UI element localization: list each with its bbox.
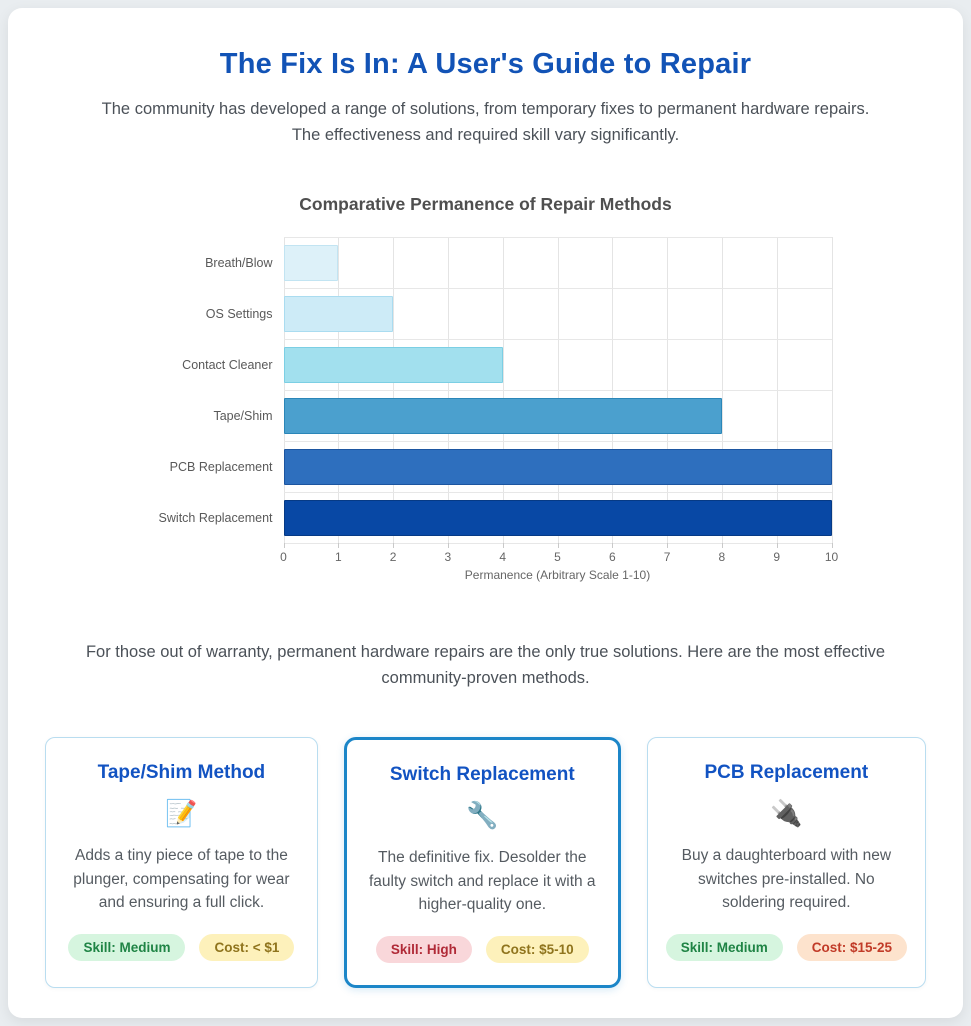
content-card: The Fix Is In: A User's Guide to Repair … bbox=[8, 8, 963, 1018]
gridline-horizontal bbox=[283, 390, 832, 392]
chart-plot-area bbox=[283, 237, 833, 545]
x-tick-label: 3 bbox=[444, 550, 452, 565]
skill-badge: Skill: Medium bbox=[665, 934, 783, 961]
x-tick-mark bbox=[776, 543, 778, 549]
plug-icon: 🔌 bbox=[770, 798, 803, 829]
x-tick-mark bbox=[667, 543, 669, 549]
x-tick-mark bbox=[338, 543, 340, 549]
chart-bar[interactable] bbox=[283, 244, 339, 281]
x-tick-mark bbox=[612, 543, 614, 549]
x-tick-label: 10 bbox=[824, 550, 839, 565]
card-badges: Skill: Medium Cost: < $1 bbox=[64, 934, 299, 961]
gridline-horizontal bbox=[283, 288, 832, 290]
bar-chart: Comparative Permanence of Repair Methods… bbox=[140, 194, 839, 583]
x-tick-mark bbox=[721, 543, 723, 549]
chart-category-labels: Breath/Blow OS Settings Contact Cleaner Tap… bbox=[140, 237, 284, 543]
card-description: Buy a daughterboard with new switches pr… bbox=[681, 847, 892, 911]
x-tick-mark bbox=[502, 543, 504, 549]
x-tick-mark bbox=[447, 543, 449, 549]
x-tick-label: 5 bbox=[554, 550, 561, 565]
repair-card-switch-replacement: Switch Replacement 🔧 The definitive fix.… bbox=[343, 737, 621, 988]
chart-category-label: Contact Cleaner bbox=[182, 357, 273, 372]
repair-card-tape-shim: Tape/Shim Method 📝 Adds a tiny piece of … bbox=[45, 737, 318, 988]
x-tick-label: 1 bbox=[334, 550, 342, 565]
x-tick-label: 7 bbox=[663, 550, 671, 565]
intro-text: The community has developed a range of s… bbox=[101, 100, 870, 144]
x-tick-mark bbox=[557, 543, 559, 549]
x-tick-mark bbox=[831, 543, 833, 549]
chart-bar[interactable] bbox=[283, 295, 394, 332]
x-tick-label: 4 bbox=[499, 550, 507, 565]
x-tick-mark bbox=[283, 543, 285, 549]
cost-badge: Cost: $15-25 bbox=[796, 934, 907, 961]
chart-category-label: Breath/Blow bbox=[205, 255, 273, 270]
skill-badge: Skill: Medium bbox=[68, 934, 186, 961]
chart-bar[interactable] bbox=[283, 397, 722, 434]
x-axis-title: Permanence (Arbitrary Scale 1-10) bbox=[464, 568, 651, 583]
card-description: Adds a tiny piece of tape to the plunger… bbox=[73, 847, 290, 911]
x-tick-label: 8 bbox=[718, 550, 726, 565]
card-title: Switch Replacement bbox=[389, 764, 575, 786]
x-tick-label: 9 bbox=[773, 550, 781, 565]
gridline-horizontal bbox=[283, 237, 832, 239]
x-tick-mark bbox=[393, 543, 395, 549]
gridline-vertical bbox=[831, 237, 833, 544]
chart-bar[interactable] bbox=[283, 346, 503, 383]
repair-card-pcb-replacement: PCB Replacement 🔌 Buy a daughterboard wi… bbox=[646, 737, 926, 988]
card-title: Tape/Shim Method bbox=[97, 762, 266, 784]
card-description: The definitive fix. Desolder the faulty … bbox=[368, 849, 596, 913]
chart-category-label: PCB Replacement bbox=[169, 459, 273, 474]
card-title: PCB Replacement bbox=[704, 762, 869, 784]
repair-methods-cards: Tape/Shim Method 📝 Adds a tiny piece of … bbox=[45, 737, 926, 988]
chart-category-label: Tape/Shim bbox=[213, 408, 273, 423]
chart-bar[interactable] bbox=[283, 499, 832, 536]
x-tick-label: 2 bbox=[389, 550, 397, 565]
gridline-horizontal bbox=[283, 492, 832, 494]
card-badges: Skill: High Cost: $5-10 bbox=[365, 936, 600, 963]
cost-badge: Cost: < $1 bbox=[199, 934, 295, 961]
x-tick-label: 0 bbox=[280, 550, 287, 565]
card-badges: Skill: Medium Cost: $15-25 bbox=[665, 934, 907, 961]
x-tick-label: 6 bbox=[608, 550, 616, 565]
mid-text: For those out of warranty, permanent har… bbox=[85, 643, 886, 687]
wrench-icon: 🔧 bbox=[466, 800, 499, 831]
memo-icon: 📝 bbox=[165, 798, 198, 829]
skill-badge: Skill: High bbox=[375, 936, 472, 963]
chart-title: Comparative Permanence of Repair Methods bbox=[299, 194, 672, 215]
chart-category-label: OS Settings bbox=[205, 306, 273, 321]
gridline-horizontal bbox=[283, 441, 832, 443]
x-axis-ticks: 0 1 2 3 4 5 6 7 8 9 10 bbox=[280, 543, 838, 565]
chart-bar[interactable] bbox=[283, 448, 832, 485]
chart-category-label: Switch Replacement bbox=[158, 510, 273, 525]
cost-badge: Cost: $5-10 bbox=[485, 936, 589, 963]
page-title: The Fix Is In: A User's Guide to Repair bbox=[219, 48, 752, 80]
gridline-horizontal bbox=[283, 339, 832, 341]
